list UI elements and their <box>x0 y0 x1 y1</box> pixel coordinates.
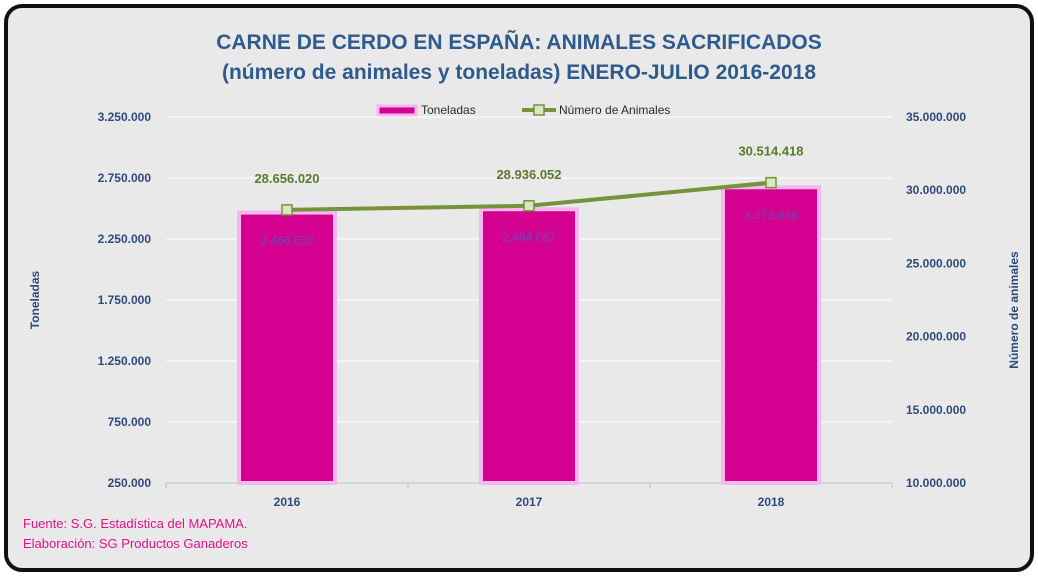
y-axis-left-title: Toneladas <box>28 270 42 329</box>
line-data-label: 28.656.020 <box>254 171 319 186</box>
line-data-label: 28.936.052 <box>496 167 561 182</box>
legend-swatch-toneladas <box>376 104 418 117</box>
combo-chart: 250.000 750.000 1.250.000 1.750.000 2.250.00… <box>28 103 1021 509</box>
chart-frame: CARNE DE CERDO EN ESPAÑA: ANIMALES SACRI… <box>4 4 1034 572</box>
chart-subtitle: (número de animales y toneladas) ENERO-J… <box>221 61 817 84</box>
x-tick-label: 2018 <box>758 495 785 509</box>
bar-data-label: 2.466.532 <box>260 234 314 248</box>
chart-title-block: CARNE DE CERDO EN ESPAÑA: ANIMALES SACRI… <box>8 28 1030 88</box>
y-axis-right-title: Número de animales <box>1007 251 1021 369</box>
right-tick-label: 10.000.000 <box>906 476 966 490</box>
footer-elaboration: Elaboración: SG Productos Ganaderos <box>23 536 248 551</box>
left-tick-label: 750.000 <box>108 415 152 429</box>
x-tick-label: 2016 <box>274 495 301 509</box>
left-tick-label: 1.250.000 <box>98 354 152 368</box>
right-tick-label: 35.000.000 <box>906 110 966 124</box>
legend-label-animales: Número de Animales <box>559 103 670 117</box>
bar-data-label: 2.494.087 <box>502 230 556 244</box>
footer-source: Fuente: S.G. Estadística del MAPAMA. <box>23 516 248 531</box>
left-tick-label: 3.250.000 <box>98 110 152 124</box>
left-tick-label: 250.000 <box>108 476 152 490</box>
legend-label-toneladas: Toneladas <box>421 103 476 117</box>
legend-marker-animales <box>533 104 545 116</box>
left-tick-label: 2.750.000 <box>98 171 152 185</box>
left-tick-label: 2.250.000 <box>98 232 152 246</box>
x-tick-label: 2017 <box>516 495 543 509</box>
bar-toneladas <box>237 210 337 485</box>
right-tick-label: 15.000.000 <box>906 403 966 417</box>
line-data-label: 30.514.418 <box>738 144 803 159</box>
right-tick-label: 20.000.000 <box>906 330 966 344</box>
left-tick-label: 1.750.000 <box>98 293 152 307</box>
bar-data-label: 2.673.889 <box>744 208 798 222</box>
bar-toneladas <box>479 207 579 486</box>
right-tick-label: 25.000.000 <box>906 256 966 270</box>
chart-title: CARNE DE CERDO EN ESPAÑA: ANIMALES SACRI… <box>216 31 822 54</box>
line-marker <box>765 176 777 189</box>
bar-toneladas <box>721 185 821 485</box>
line-marker <box>281 204 293 216</box>
line-marker <box>523 200 535 212</box>
right-tick-label: 30.000.000 <box>906 183 966 197</box>
